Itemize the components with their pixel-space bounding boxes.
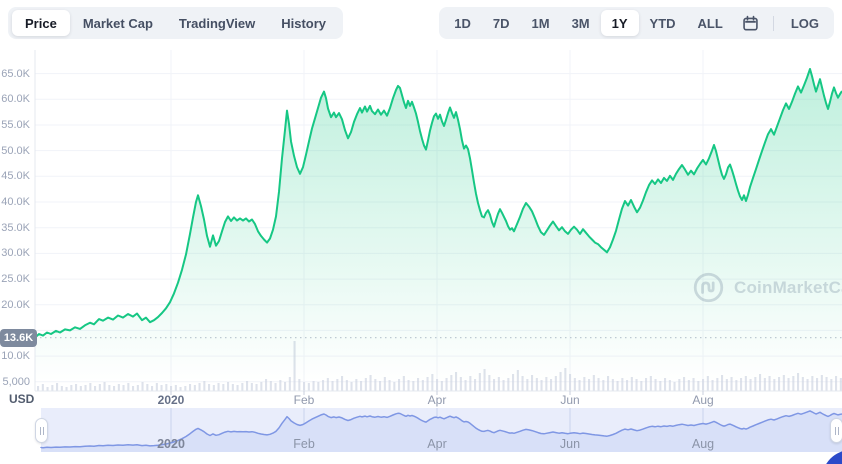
y-tick-label: 60.0K xyxy=(1,93,30,105)
x-tick-label: Apr xyxy=(427,393,447,407)
tab-price[interactable]: Price xyxy=(12,10,70,36)
range-1m-button[interactable]: 1M xyxy=(521,10,561,36)
calendar-icon[interactable] xyxy=(734,10,767,36)
navigator-right-handle[interactable] xyxy=(830,418,842,443)
controls-divider xyxy=(772,15,774,31)
x-tick-label: Feb xyxy=(293,393,315,407)
currency-label: USD xyxy=(9,392,35,406)
y-tick-label: 5,000 xyxy=(2,376,30,388)
date-range-controls: 1D 7D 1M 3M 1Y YTD ALL LOG xyxy=(439,7,834,39)
navigator-tick-label: Feb xyxy=(293,437,315,451)
range-7d-button[interactable]: 7D xyxy=(482,10,521,36)
navigator-tick-label: Apr xyxy=(427,437,447,451)
tab-tradingview[interactable]: TradingView xyxy=(166,10,268,36)
y-tick-label: 40.0K xyxy=(1,196,30,208)
y-tick-label: 25.0K xyxy=(1,273,30,285)
log-scale-button[interactable]: LOG xyxy=(780,10,830,36)
y-tick-label: 10.0K xyxy=(1,350,30,362)
x-tick-label: Jun xyxy=(560,393,580,407)
tab-market-cap[interactable]: Market Cap xyxy=(70,10,166,36)
range-3m-button[interactable]: 3M xyxy=(561,10,601,36)
x-tick-label: Aug xyxy=(692,393,714,407)
range-1y-button[interactable]: 1Y xyxy=(600,10,639,36)
chart-type-tabs: Price Market Cap TradingView History xyxy=(8,7,344,39)
x-tick-label: 2020 xyxy=(157,393,185,407)
current-price-badge: 13.6K xyxy=(0,329,37,347)
range-all-button[interactable]: ALL xyxy=(687,10,734,36)
range-1d-button[interactable]: 1D xyxy=(443,10,482,36)
navigator-tick-label: Aug xyxy=(691,437,715,451)
range-ytd-button[interactable]: YTD xyxy=(639,10,687,36)
y-tick-label: 50.0K xyxy=(1,145,30,157)
navigator-left-handle[interactable] xyxy=(35,418,48,443)
y-tick-label: 45.0K xyxy=(1,170,30,182)
navigator-tick-label: 2020 xyxy=(157,437,185,451)
y-tick-label: 65.0K xyxy=(1,68,30,80)
y-tick-label: 35.0K xyxy=(1,222,30,234)
tab-history[interactable]: History xyxy=(268,10,339,36)
y-tick-label: 55.0K xyxy=(1,119,30,131)
y-tick-label: 30.0K xyxy=(1,247,30,259)
navigator-tick-label: Jun xyxy=(559,437,581,451)
y-tick-label: 20.0K xyxy=(1,299,30,311)
